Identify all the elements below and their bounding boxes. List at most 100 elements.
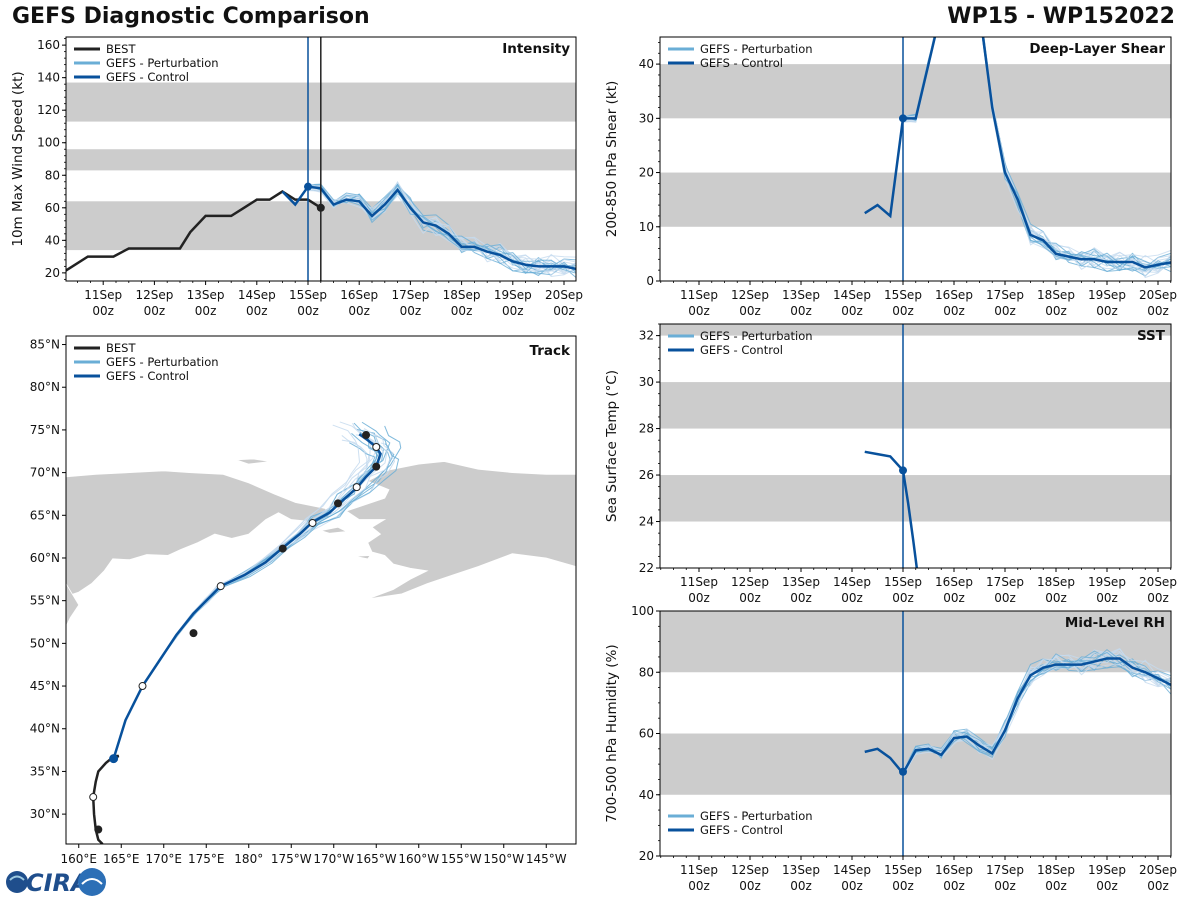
shear-xtick-label-date: 15Sep <box>884 288 922 302</box>
intensity-xtick-label-date: 14Sep <box>238 288 276 302</box>
track-lat-label: 60°N <box>30 551 60 565</box>
track-lat-label: 50°N <box>30 636 60 650</box>
track-lon-label: 180° <box>234 852 263 866</box>
rh-xtick-label-date: 18Sep <box>1037 863 1075 877</box>
sst-xtick-label-hour: 00z <box>739 591 761 605</box>
shear-panel: 0 10 20 30 40 200-850 hPa Shear (kt) 11Sep 00z 1… <box>604 36 1177 318</box>
shear-legend-label: GEFS - Perturbation <box>700 42 813 56</box>
rh-band-0 <box>660 733 1171 795</box>
intensity-xtick-label-date: 19Sep <box>494 288 532 302</box>
track-frame <box>65 335 577 845</box>
rh-xtick-label-hour: 00z <box>790 879 812 893</box>
shear-perturbation-member <box>902 37 1171 272</box>
track-6h-marker <box>362 431 371 440</box>
track-legend-label: BEST <box>106 341 136 355</box>
intensity-ylabel: 10m Max Wind Speed (kt) <box>10 71 26 246</box>
sst-xtick-label-date: 18Sep <box>1037 575 1075 589</box>
shear-xtick-label-date: 11Sep <box>680 288 718 302</box>
track-control-line <box>112 433 382 759</box>
rh-xtick-label-date: 19Sep <box>1088 863 1126 877</box>
intensity-xtick-label-hour: 00z <box>144 304 166 318</box>
track-lon-label: 145°W <box>526 852 567 866</box>
sst-xtick-label-hour: 00z <box>790 591 812 605</box>
sst-frame <box>659 323 1172 569</box>
shear-xtick-label-date: 18Sep <box>1037 288 1075 302</box>
land-st-lawrence-island <box>320 526 348 534</box>
track-control-start-marker <box>109 754 119 764</box>
sst-ytick-label: 28 <box>639 422 654 436</box>
sst-xtick-label-hour: 00z <box>1045 591 1067 605</box>
track-lat-label: 55°N <box>30 594 60 608</box>
land-kamchatka <box>66 582 80 627</box>
intensity-xtick-label-hour: 00z <box>297 304 319 318</box>
track-lon-label: 165°E <box>103 852 140 866</box>
intensity-control-line <box>281 185 576 271</box>
sst-ytick-label: 22 <box>639 561 654 575</box>
shear-xtick-label-hour: 00z <box>994 304 1016 318</box>
sst-xtick-label-date: 14Sep <box>833 575 871 589</box>
intensity-xtick-label-hour: 00z <box>400 304 422 318</box>
rh-xtick-label-hour: 00z <box>1096 879 1118 893</box>
shear-control-marker <box>899 114 907 123</box>
rh-ytick-label: 80 <box>639 665 654 679</box>
track-panel: 30°N 35°N 40°N 45°N 50°N 55°N 60°N 65°N 70°N 75°N… <box>30 335 577 866</box>
track-lon-label: 160°W <box>398 852 439 866</box>
track-legend-label: GEFS - Control <box>106 369 189 383</box>
intensity-xtick-label-date: 17Sep <box>391 288 429 302</box>
track-lat-label: 70°N <box>30 466 60 480</box>
intensity-xtick-label-hour: 00z <box>553 304 575 318</box>
intensity-perturbation-member <box>307 183 576 268</box>
rh-xtick-label-hour: 00z <box>892 879 914 893</box>
cira-logo: CIRA <box>6 868 106 897</box>
shear-legend-label: GEFS - Control <box>700 56 783 70</box>
sst-xtick-label-date: 20Sep <box>1139 575 1177 589</box>
intensity-xtick-label-date: 20Sep <box>545 288 583 302</box>
shear-perturbation-member <box>902 37 1171 269</box>
intensity-perturbation-member <box>307 186 576 271</box>
shear-ytick-label: 0 <box>646 274 654 288</box>
sst-xtick-label-date: 15Sep <box>884 575 922 589</box>
sst-xtick-label-date: 11Sep <box>680 575 718 589</box>
shear-perturbation-member <box>902 37 1171 267</box>
intensity-ytick-label: 80 <box>45 168 60 182</box>
shear-ytick-label: 40 <box>639 57 654 71</box>
intensity-xtick-label-hour: 00z <box>348 304 370 318</box>
agency-seal-wave <box>81 878 103 885</box>
shear-control-line <box>864 37 1171 269</box>
shear-xtick-label-hour: 00z <box>1096 304 1118 318</box>
intensity-xtick-label-date: 12Sep <box>135 288 173 302</box>
rh-xtick-label-date: 17Sep <box>986 863 1024 877</box>
rh-xtick-label-hour: 00z <box>841 879 863 893</box>
rh-ytick-label: 60 <box>639 727 654 741</box>
intensity-xtick-label-hour: 00z <box>195 304 217 318</box>
rh-xtick-label-date: 13Sep <box>782 863 820 877</box>
intensity-perturbation-member <box>307 180 576 272</box>
track-legend-label: GEFS - Perturbation <box>106 355 219 369</box>
track-6h-marker <box>138 682 147 691</box>
shear-xtick-label-hour: 00z <box>790 304 812 318</box>
shear-xtick-label-hour: 00z <box>1045 304 1067 318</box>
track-lat-label: 85°N <box>30 338 60 352</box>
rh-xtick-label-date: 11Sep <box>680 863 718 877</box>
shear-ytick-label: 10 <box>639 220 654 234</box>
land-siberia <box>66 470 331 597</box>
sst-control-marker <box>899 466 907 475</box>
sst-band-1 <box>660 382 1171 429</box>
sst-xtick-label-date: 17Sep <box>986 575 1024 589</box>
intensity-xtick-label-hour: 00z <box>92 304 114 318</box>
rh-ytick-label: 100 <box>631 604 654 618</box>
rh-xtick-label-date: 14Sep <box>833 863 871 877</box>
rh-xtick-label-date: 16Sep <box>935 863 973 877</box>
shear-xtick-label-date: 12Sep <box>731 288 769 302</box>
sst-legend-label: GEFS - Control <box>700 343 783 357</box>
intensity-title: Intensity <box>502 41 570 57</box>
intensity-xtick-label-hour: 00z <box>451 304 473 318</box>
track-lat-label: 65°N <box>30 508 60 522</box>
track-6h-marker <box>278 544 287 553</box>
rh-title: Mid-Level RH <box>1065 615 1165 631</box>
track-plot-area <box>66 421 576 844</box>
cira-globe-icon <box>6 871 28 893</box>
sst-ytick-label: 26 <box>639 468 654 482</box>
shear-xtick-label-hour: 00z <box>1147 304 1169 318</box>
